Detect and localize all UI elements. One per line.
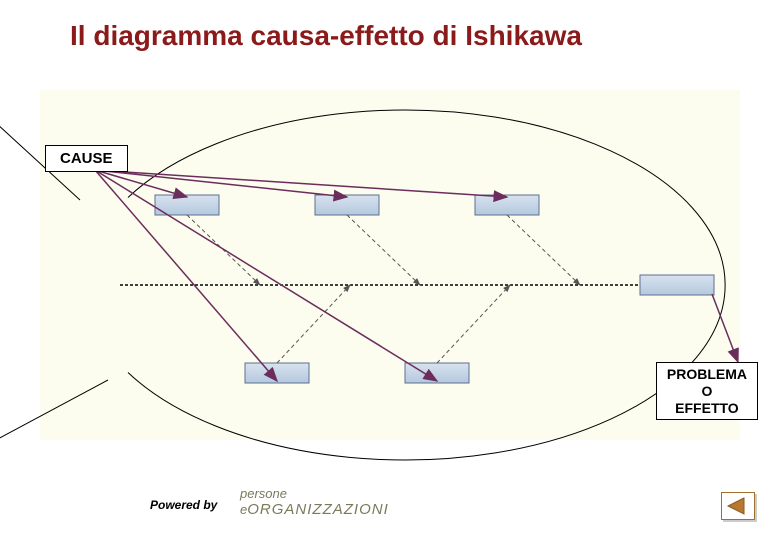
footer-logo: persone eORGANIZZAZIONI <box>240 486 389 518</box>
cause-label-box: CAUSE <box>45 145 128 172</box>
back-icon <box>722 493 754 519</box>
effect-label-text: PROBLEMAOEFFETTO <box>667 366 747 416</box>
powered-by-label: Powered by <box>150 498 217 512</box>
logo-line1: persone <box>240 486 287 501</box>
logo-line2: ORGANIZZAZIONI <box>247 501 389 518</box>
ishikawa-diagram <box>0 0 780 540</box>
effect-label-box: PROBLEMAOEFFETTO <box>656 362 758 420</box>
back-button[interactable] <box>721 492 755 520</box>
